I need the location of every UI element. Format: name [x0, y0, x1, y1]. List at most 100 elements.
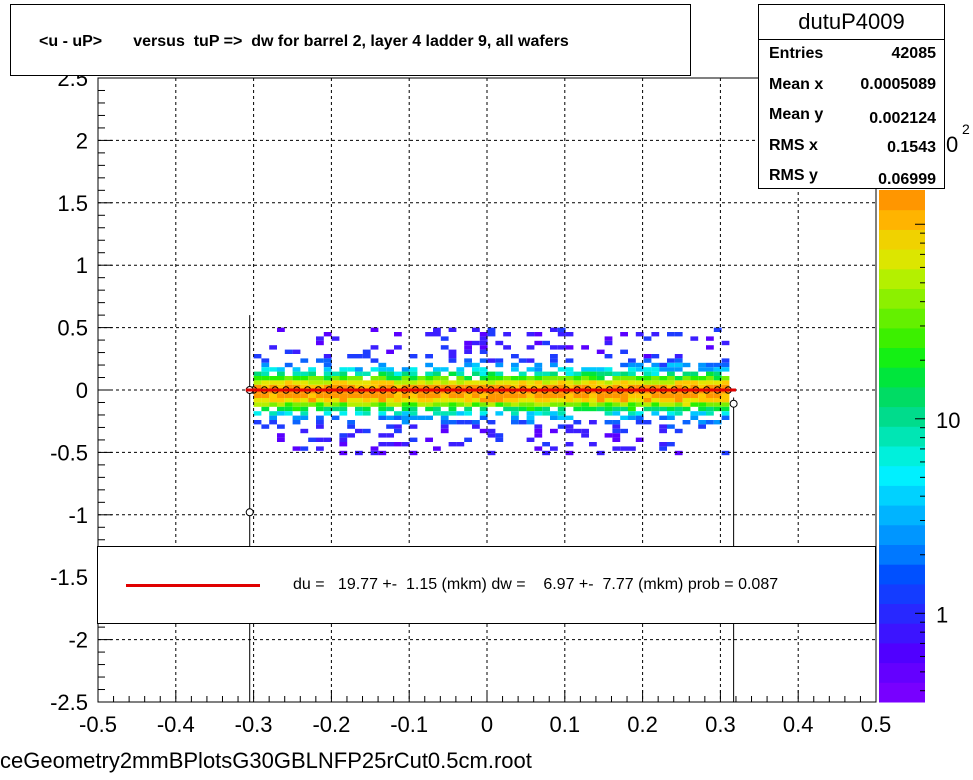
heatmap-cell: [316, 358, 324, 363]
heatmap-cell: [667, 358, 675, 363]
heatmap-cell: [472, 420, 480, 425]
heatmap-cell: [347, 354, 355, 359]
heatmap-cell: [589, 402, 597, 407]
heatmap-cell: [643, 367, 652, 372]
heatmap-cell: [472, 362, 480, 368]
heatmap-cell: [659, 424, 667, 429]
heatmap-cell: [448, 371, 457, 376]
color-scale-segment: [879, 249, 925, 270]
heatmap-cell: [596, 450, 605, 456]
heatmap-cell: [495, 380, 504, 385]
heatmap-cell: [721, 398, 730, 403]
heatmap-cell: [690, 402, 699, 407]
heatmap-cell: [565, 424, 574, 429]
heatmap-cell: [487, 393, 496, 398]
heatmap-cell: [448, 354, 457, 359]
heatmap-cell: [362, 411, 371, 416]
heatmap-cell: [526, 398, 535, 403]
heatmap-cell: [682, 371, 691, 376]
heatmap-cell: [674, 450, 683, 456]
heatmap-cell: [698, 398, 706, 403]
heatmap-cell: [698, 411, 706, 416]
heatmap-cell: [433, 411, 441, 416]
y-tick-label: 1: [76, 253, 88, 278]
heatmap-cell: [440, 380, 449, 385]
color-scale-label-partial: 0: [946, 132, 958, 157]
heatmap-cell: [464, 402, 472, 407]
heatmap-cell: [339, 367, 348, 372]
color-scale-segment: [879, 583, 925, 604]
heatmap-cell: [479, 402, 488, 407]
color-scale-segment: [879, 209, 925, 230]
heatmap-cell: [386, 424, 394, 429]
heatmap-cell: [277, 384, 285, 390]
heatmap-cell: [487, 332, 496, 337]
heatmap-cell: [378, 376, 387, 381]
heatmap-cell: [495, 402, 504, 407]
heatmap-cell: [511, 384, 519, 390]
heatmap-cell: [612, 371, 621, 376]
heatmap-cell: [604, 420, 613, 425]
heatmap-cell: [628, 358, 636, 363]
color-scale-segment: [879, 406, 925, 427]
heatmap-cell: [355, 384, 363, 390]
heatmap-cell: [495, 340, 504, 346]
heatmap-cell: [370, 327, 379, 332]
heatmap-cell: [300, 446, 309, 451]
heatmap-cell: [682, 362, 691, 368]
heatmap-cell: [667, 415, 675, 420]
heatmap-cell: [698, 406, 706, 412]
heatmap-cell: [721, 380, 730, 385]
heatmap-cell: [300, 358, 309, 363]
heatmap-cell: [573, 376, 582, 381]
heatmap-cell: [269, 345, 277, 350]
heatmap-cell: [386, 384, 394, 390]
heatmap-cell: [261, 367, 270, 372]
heatmap-cell: [604, 367, 613, 372]
heatmap-cell: [713, 398, 722, 403]
heatmap-cell: [479, 393, 488, 398]
heatmap-cell: [565, 358, 574, 363]
heatmap-cell: [479, 411, 488, 416]
heatmap-cell: [448, 327, 457, 332]
heatmap-cell: [308, 380, 316, 385]
heatmap-cell: [362, 402, 371, 407]
heatmap-cell: [589, 398, 597, 403]
color-scale-segment: [879, 347, 925, 368]
heatmap-cell: [674, 367, 683, 372]
heatmap-cell: [464, 376, 472, 381]
heatmap-cell: [479, 336, 488, 341]
heatmap-cell: [456, 371, 465, 376]
heatmap-cell: [542, 371, 550, 376]
heatmap-cell: [690, 371, 699, 376]
y-tick-label: 1.5: [57, 191, 88, 216]
heatmap-cell: [495, 393, 504, 398]
heatmap-cell: [425, 415, 433, 420]
heatmap-cell: [479, 340, 488, 346]
heatmap-cell: [323, 371, 332, 376]
color-scale-segment: [879, 505, 925, 526]
heatmap-cell: [534, 362, 543, 368]
heatmap-cell: [261, 376, 270, 381]
heatmap-cell: [643, 358, 652, 363]
color-scale-segment: [879, 662, 925, 683]
heatmap-cell: [323, 358, 332, 363]
heatmap-cell: [433, 393, 441, 398]
heatmap-cell: [487, 358, 496, 363]
y-tick-label: 0: [76, 378, 88, 403]
heatmap-cell: [378, 371, 387, 376]
heatmap-cell: [503, 332, 511, 337]
title-box: <u - uP> versus tuP => dw for barrel 2, …: [10, 4, 691, 76]
heatmap-cell: [518, 420, 527, 425]
heatmap-cell: [456, 411, 465, 416]
heatmap-cell: [581, 345, 589, 350]
heatmap-cell: [433, 402, 441, 407]
heatmap-cell: [542, 393, 550, 398]
heatmap-cell: [277, 406, 285, 412]
heatmap-cell: [292, 349, 301, 354]
heatmap-cell: [440, 336, 449, 341]
heatmap-cell: [526, 415, 535, 420]
heatmap-cell: [706, 367, 714, 372]
color-scale-label-exponent: 2: [962, 121, 970, 137]
heatmap-cell: [628, 415, 636, 420]
